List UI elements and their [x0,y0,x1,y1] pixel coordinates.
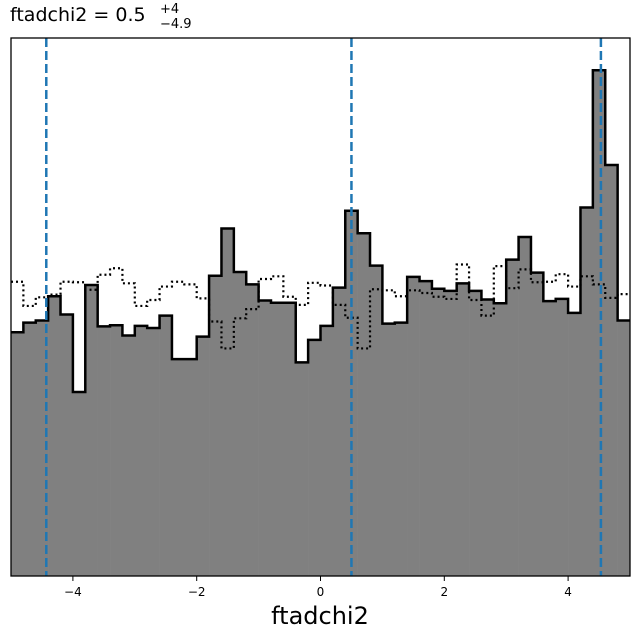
histogram-bar [617,320,630,576]
histogram-bar [171,359,185,576]
x-tick-label: −4 [64,585,82,599]
histogram-bar [580,207,594,576]
histogram-bar [394,322,408,576]
histogram-bar [481,299,495,576]
histogram-bar [555,298,569,576]
plot-area: −4 −2 0 2 4 [10,37,631,599]
histogram-bar [221,228,235,576]
histogram-bar [122,335,136,576]
histogram-bar [184,359,197,576]
chart-title-upper-error: +4 [160,2,179,17]
histogram-bar [444,290,457,576]
histogram-bar [209,275,222,576]
histogram-bar [258,300,272,576]
histogram-bar [543,301,557,576]
histogram-bar [419,281,433,576]
histogram-bar [97,326,111,576]
histogram-bar [592,70,606,576]
x-tick-label: 2 [440,585,448,599]
histogram-bar [196,336,210,576]
histogram-bar [382,323,396,576]
histogram-bar [320,325,334,576]
chart-title: ftadchi2 = 0.5 [10,4,146,26]
histogram-bar [85,284,98,576]
histogram-bar [518,237,532,576]
histogram-bar [159,315,173,576]
histogram-bar [357,233,371,576]
filled-histogram-outline [11,69,630,394]
histogram-bar [332,287,346,576]
histogram-bar [48,296,61,576]
histogram-bar [469,290,482,576]
histogram-bar [134,325,148,576]
histogram-bar [270,302,284,576]
histogram-bar [493,303,507,576]
histogram-bar [568,312,581,576]
x-tick-label: 4 [564,585,572,599]
histogram-bar [456,283,470,576]
histogram-bar [60,314,74,576]
plot-body [11,38,630,576]
histogram-bar [605,164,618,576]
chart-title-prefix: ftadchi2 = 0.5 [10,4,146,26]
histogram-bar [308,339,321,576]
x-axis-label: ftadchi2 [271,602,369,630]
histogram-bar [283,302,297,576]
histogram-bar [506,259,519,576]
histogram-bar [233,272,247,576]
histogram-bar [246,284,259,576]
histogram-bar [72,392,86,576]
histogram-bar [370,265,383,576]
histogram-bar [11,332,24,576]
histogram-bar [147,327,160,576]
histogram-bar [407,276,420,576]
histogram-bar [110,325,123,576]
chart-title-lower-error: −4.9 [160,17,192,32]
histogram-bar [530,272,544,576]
x-tick-label: 0 [317,585,325,599]
histogram-bar [431,288,445,576]
histogram-bar [295,362,309,576]
histogram-bar [23,322,37,576]
dotted-histogram-outline [11,263,630,350]
x-tick-label: −2 [188,585,206,599]
